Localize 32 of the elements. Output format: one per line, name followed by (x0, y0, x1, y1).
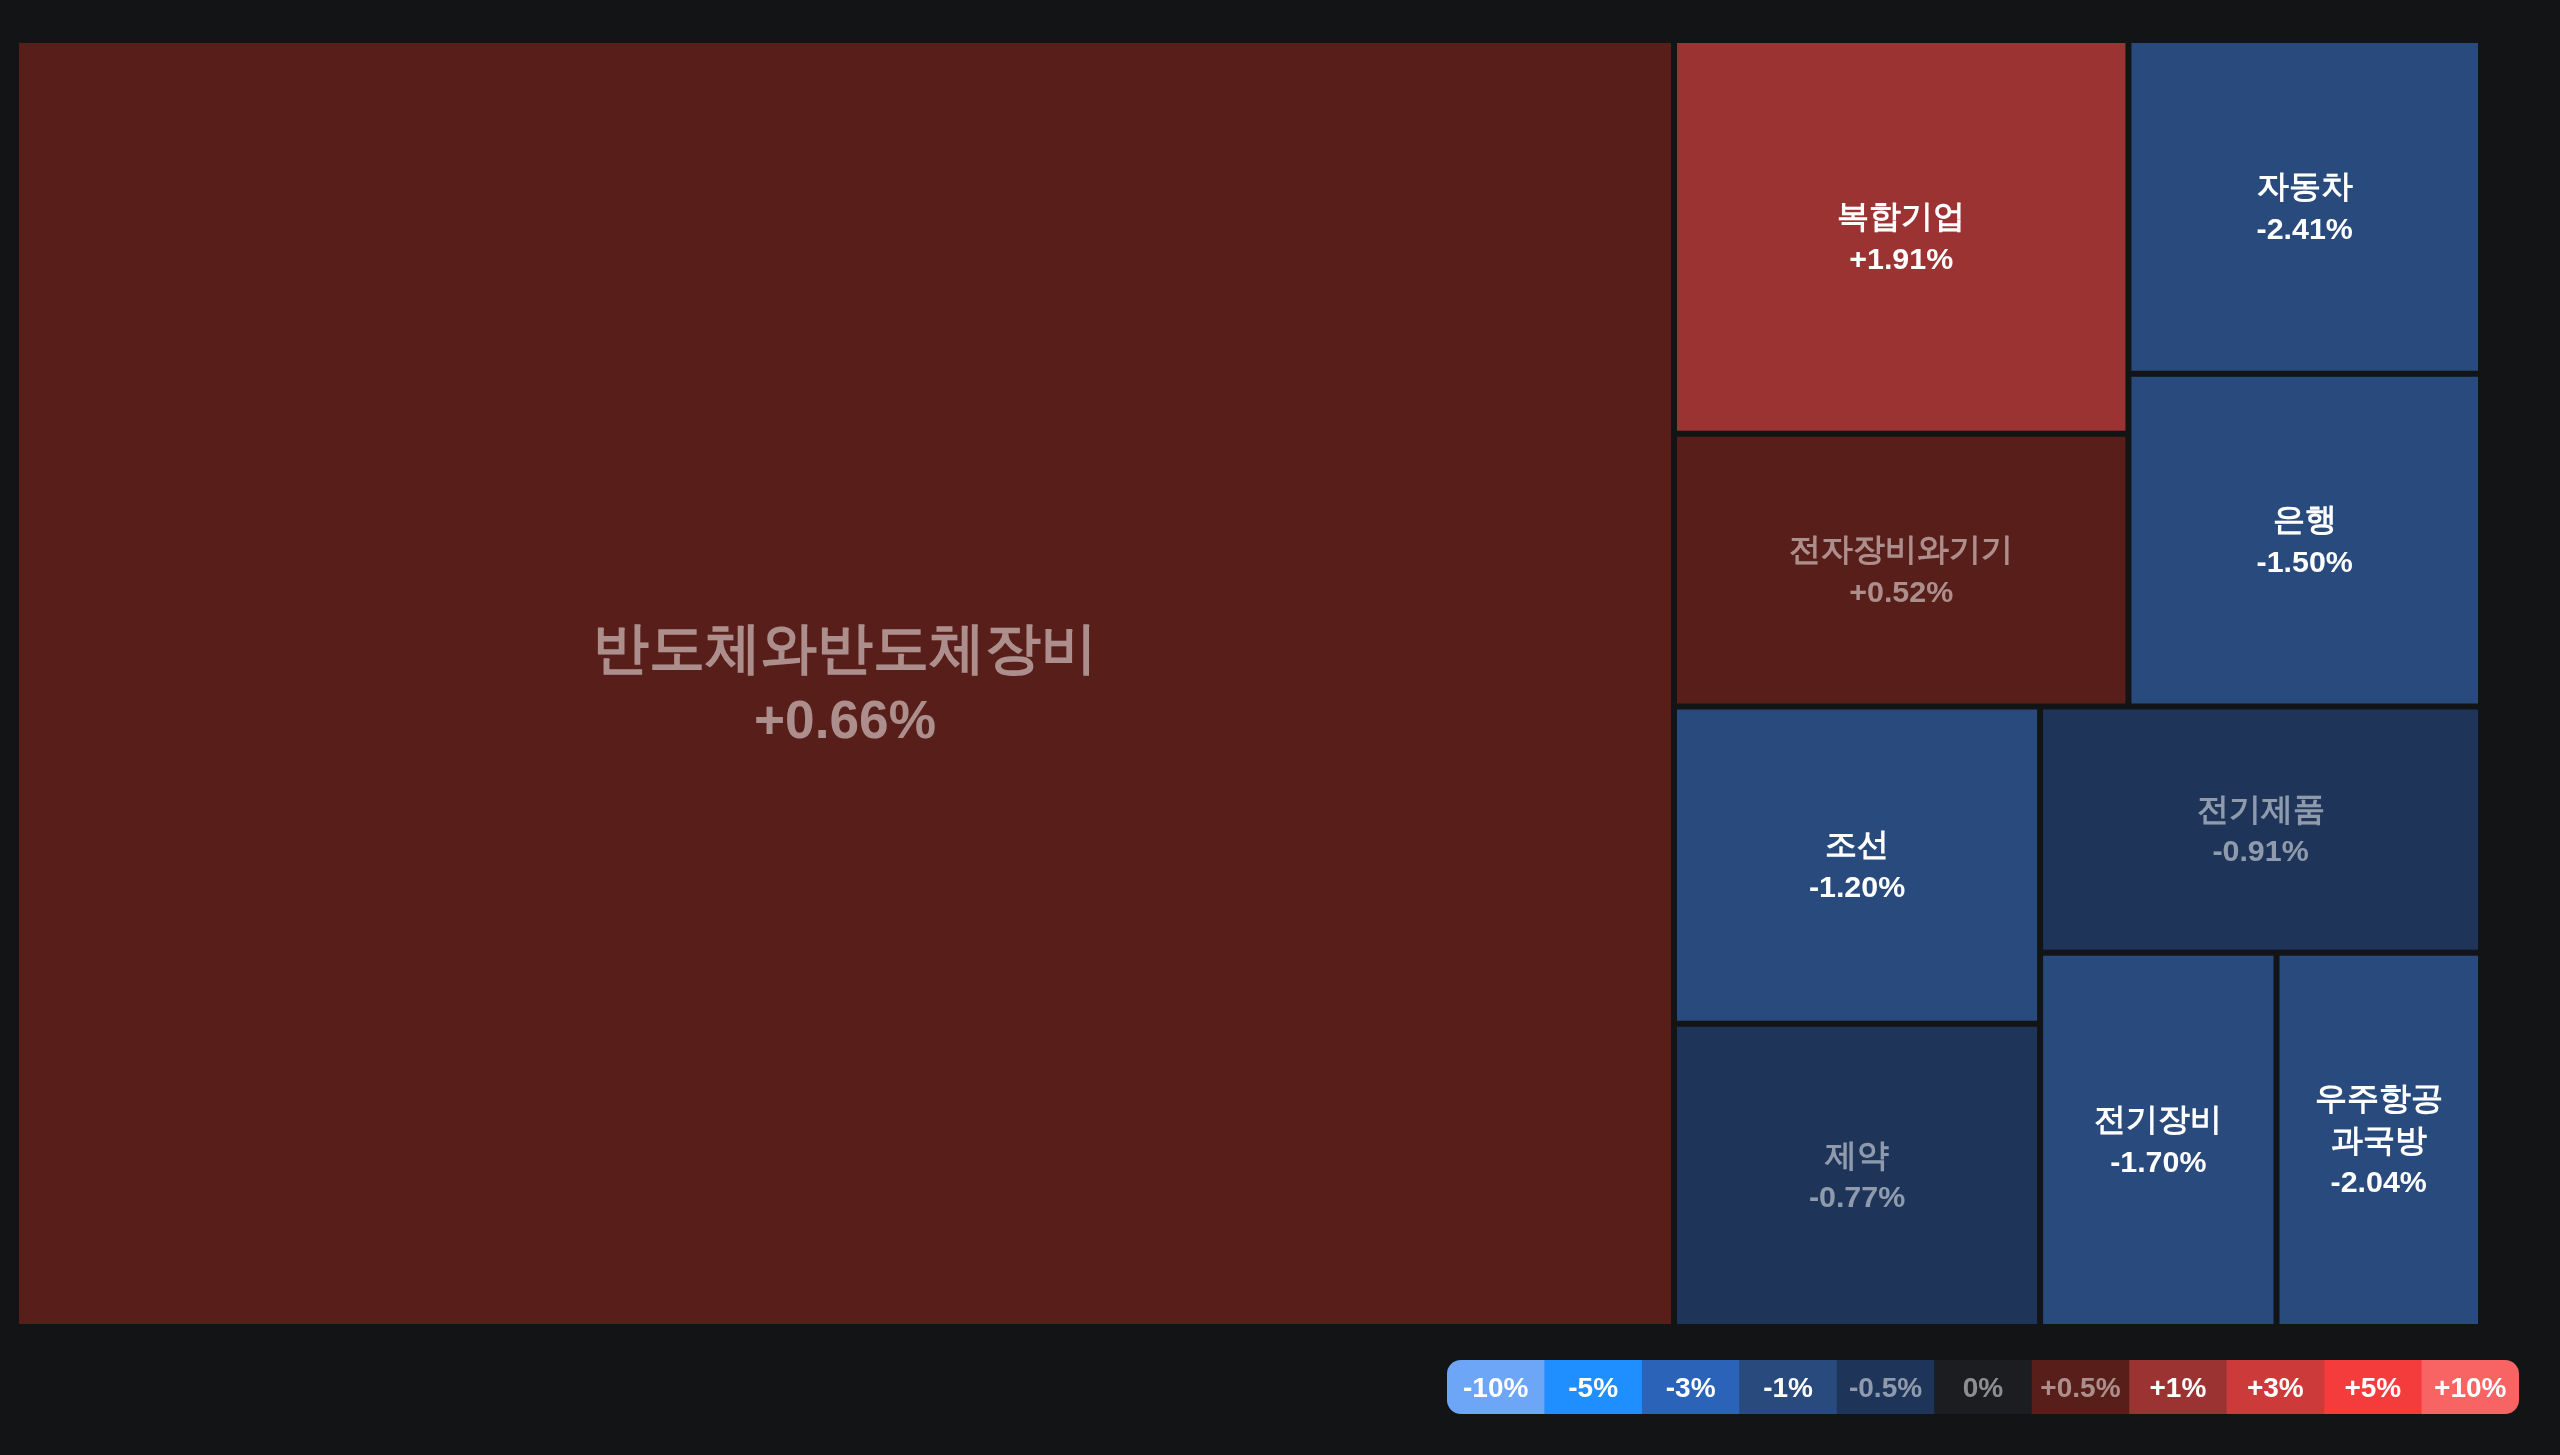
tile-name: 복합기업 (1837, 198, 1966, 235)
scale-label: -0.5% (1848, 1371, 1923, 1403)
tile-name: 전자장비와기기 (1789, 531, 2014, 568)
scale-label: +5% (2344, 1371, 2402, 1403)
tile-name: 과국방 (2330, 1121, 2427, 1158)
tile-name: 조선 (1825, 826, 1890, 863)
tile-name: 전기장비 (2094, 1101, 2223, 1138)
scale-label: -1% (1763, 1371, 1813, 1403)
tile-value: +0.66% (754, 690, 936, 750)
scale-label: -10% (1463, 1371, 1529, 1403)
scale-label: +10% (2434, 1371, 2507, 1403)
tile-name: 제약 (1825, 1136, 1890, 1173)
tile-name: 자동차 (2256, 168, 2353, 205)
scale-label: +0.5% (2040, 1371, 2121, 1403)
tile-value: -0.91% (2212, 833, 2309, 868)
scale-label: -5% (1568, 1371, 1619, 1403)
tile-value: -2.41% (2256, 210, 2353, 245)
tile-name: 전기제품 (2196, 790, 2325, 827)
tile-name: 은행 (2272, 501, 2337, 538)
tile-name: 우주항공 (2314, 1080, 2443, 1117)
scale-label: +1% (2149, 1371, 2207, 1403)
scale-label: 0% (1962, 1371, 2004, 1403)
tile-value: -0.77% (1808, 1179, 1906, 1214)
scale-label: +3% (2246, 1371, 2304, 1403)
tile-value: -2.04% (2330, 1164, 2427, 1199)
tile-name: 반도체와반도체장비 (593, 615, 1097, 679)
tile-value: -1.20% (1808, 868, 1906, 903)
scale-label: -3% (1665, 1371, 1716, 1403)
tile-value: -1.70% (2110, 1143, 2207, 1178)
tile-value: -1.50% (2256, 543, 2353, 578)
tile-value: +0.52% (1849, 573, 1954, 608)
tile-value: +1.91% (1849, 240, 1954, 275)
